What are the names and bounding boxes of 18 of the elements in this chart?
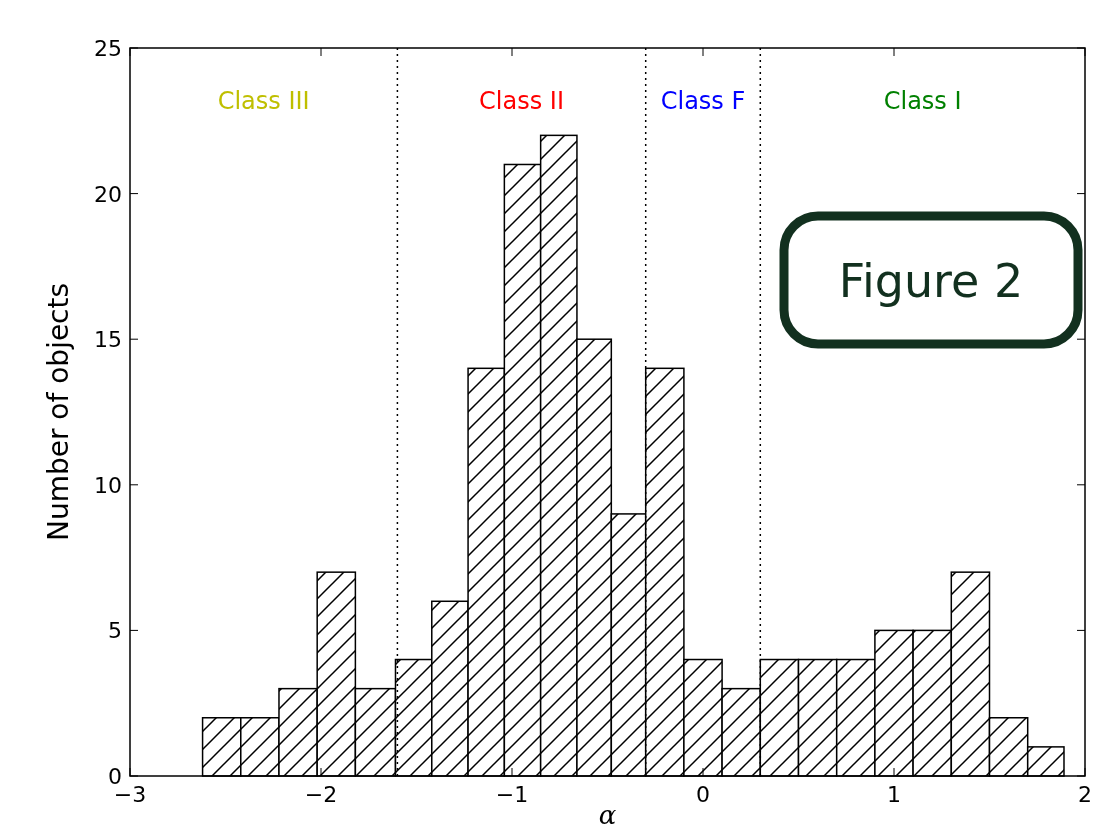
x-tick-label: −2	[304, 782, 338, 807]
y-tick-label: 5	[108, 618, 122, 644]
x-tick-label: 0	[696, 782, 710, 807]
y-tick-label: 0	[108, 764, 122, 789]
y-tick-label: 10	[94, 472, 122, 498]
x-axis-title: α	[598, 800, 617, 830]
y-tick-label: 20	[94, 181, 122, 207]
x-tick-label: 2	[1078, 782, 1092, 807]
annotation: Class II	[479, 87, 565, 115]
annotation: Figure 2	[838, 254, 1024, 308]
annotation: Class F	[660, 87, 746, 115]
annotation: Class III	[217, 87, 310, 115]
annotation: Class I	[883, 87, 962, 115]
y-axis-title: Number of objects	[42, 282, 75, 542]
x-tick-label: −1	[495, 782, 529, 807]
y-tick-label: 15	[94, 327, 122, 353]
x-tick-label: 1	[887, 782, 901, 807]
y-tick-label: 25	[94, 36, 122, 61]
